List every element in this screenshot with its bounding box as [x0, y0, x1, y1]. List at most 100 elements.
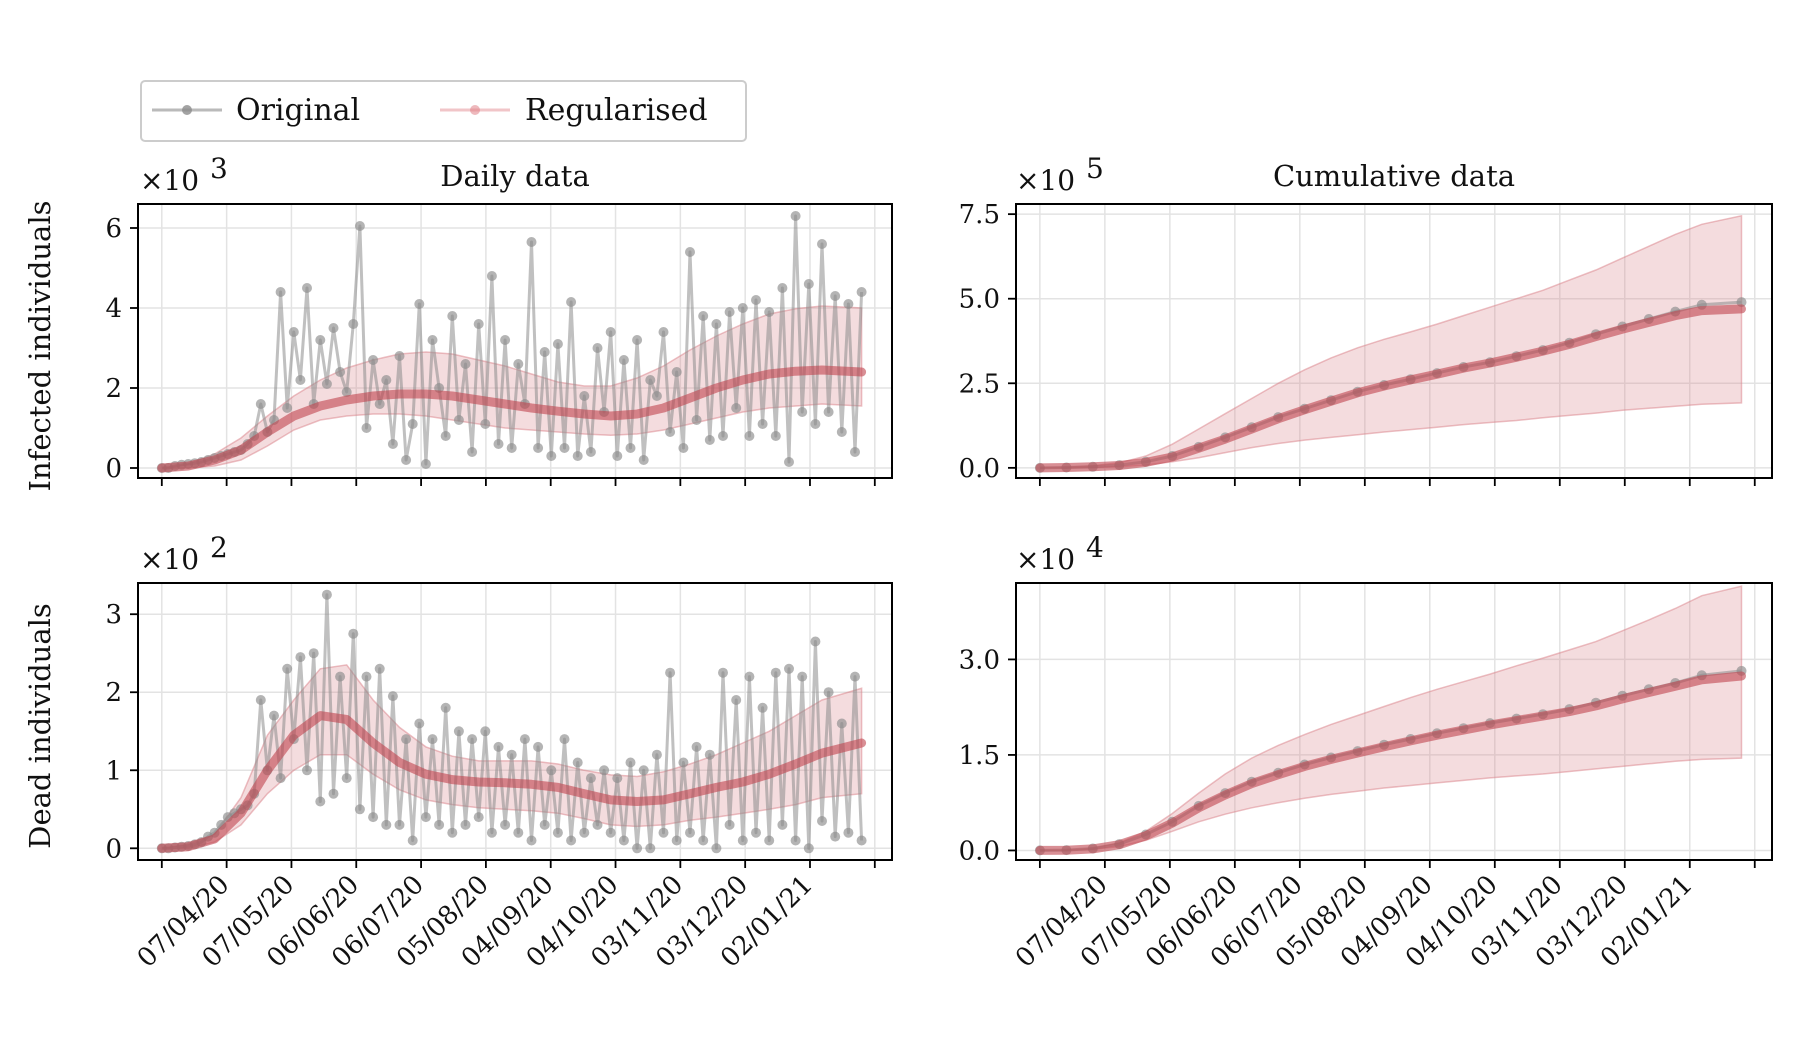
daily-dead-original-point	[784, 663, 794, 674]
daily-dead-original-point	[255, 695, 266, 705]
daily-dead-original-point	[625, 757, 636, 768]
daily-infected-original-point	[546, 451, 557, 461]
daily-dead-original-point	[335, 671, 346, 682]
daily-infected-original-point	[335, 367, 346, 377]
daily-dead-ytick-label: 1	[105, 756, 122, 786]
daily-infected-original-point	[836, 427, 847, 437]
panel-title-cumulative: Cumulative data	[1273, 159, 1515, 193]
daily-dead-original-point	[665, 667, 676, 678]
daily-dead-original-point	[579, 827, 590, 838]
daily-dead-original-point	[354, 804, 365, 815]
daily-infected-original-point	[315, 335, 326, 345]
daily-dead-original-point	[321, 589, 332, 600]
daily-infected-original-point	[685, 247, 695, 257]
daily-dead-original-point	[552, 827, 563, 838]
daily-infected-original-point	[823, 407, 834, 417]
daily-infected-original-point	[539, 347, 550, 357]
daily-infected-original-point	[500, 335, 511, 345]
daily-infected-original-point	[856, 287, 867, 297]
daily-dead-original-point	[420, 812, 431, 823]
daily-infected-original-point	[374, 399, 385, 409]
daily-infected-ytick-label: 2	[105, 374, 122, 404]
daily-infected-original-point	[526, 237, 537, 247]
daily-infected-original-point	[803, 279, 814, 289]
daily-infected-original-point	[585, 447, 596, 457]
daily-infected-original-point	[704, 435, 715, 445]
daily-dead-original-point	[678, 757, 689, 768]
panel-daily-dead: 012307/04/2007/05/2006/06/2006/07/2005/0…	[23, 531, 893, 974]
daily-infected-original-point	[797, 407, 808, 417]
daily-infected-original-point	[447, 311, 458, 321]
daily-dead-original-point	[368, 812, 379, 823]
daily-infected-original-point	[691, 415, 702, 425]
daily-dead-original-point	[401, 734, 412, 745]
multiplier-base-daily-infected: ×10	[140, 164, 199, 197]
daily-infected-original-point	[737, 303, 748, 313]
cumulative-dead-regularised-line	[1035, 671, 1746, 855]
daily-dead-original-point	[394, 819, 405, 830]
daily-dead-original-point	[473, 812, 484, 823]
daily-infected-original-point	[288, 327, 299, 337]
multiplier-base-daily-dead: ×10	[140, 543, 199, 576]
daily-infected-original-point	[770, 431, 781, 441]
daily-infected-original-point	[638, 455, 649, 465]
daily-infected-original-point	[790, 211, 801, 221]
cumulative-dead-uncertainty-band	[1039, 585, 1743, 852]
daily-infected-original-point	[618, 355, 629, 365]
daily-dead-original-point	[480, 726, 491, 737]
daily-infected-original-point	[671, 367, 682, 377]
daily-dead-original-point	[348, 628, 359, 639]
daily-dead-original-point	[724, 819, 735, 830]
daily-infected-original-point	[777, 283, 788, 293]
daily-infected-original-point	[354, 221, 365, 231]
daily-dead-original-point	[612, 773, 623, 784]
cumulative-infected-uncertainty-band	[1039, 214, 1743, 469]
daily-dead-original-point	[519, 734, 530, 745]
daily-infected-original-point	[632, 335, 643, 345]
daily-dead-regularised-line	[157, 711, 867, 853]
legend-frame	[140, 80, 747, 142]
daily-dead-original-point	[823, 687, 834, 698]
daily-infected-original-point	[533, 443, 544, 453]
daily-infected-original-point	[764, 307, 775, 317]
daily-infected-original-point	[453, 415, 464, 425]
daily-dead-original-point	[427, 734, 438, 745]
cumulative-dead-ytick-label: 3.0	[959, 645, 1000, 675]
daily-dead-original-point	[539, 819, 550, 830]
daily-dead-original-point	[632, 843, 643, 854]
daily-dead-original-point	[341, 773, 352, 784]
daily-infected-original-point	[321, 379, 332, 389]
daily-dead-original-point	[315, 796, 326, 807]
daily-dead-original-point	[737, 835, 748, 846]
daily-dead-original-point	[572, 757, 583, 768]
daily-infected-original-point	[665, 427, 676, 437]
daily-dead-original-point	[651, 749, 662, 760]
daily-infected-original-point	[420, 459, 431, 469]
daily-dead-original-point	[407, 835, 418, 846]
daily-infected-original-point	[467, 447, 478, 457]
daily-infected-original-point	[341, 387, 352, 397]
daily-infected-original-point	[698, 311, 709, 321]
cumulative-infected-ytick-label: 2.5	[959, 369, 1000, 399]
daily-infected-original-point	[559, 443, 570, 453]
daily-dead-original-point	[856, 835, 867, 846]
daily-infected-original-point	[678, 443, 689, 453]
cumulative-infected-ytick-label: 7.5	[959, 200, 1000, 230]
daily-dead-original-point	[559, 734, 570, 745]
panel-cumulative-infected: 0.0 2.5 5.0 7.5 Cumulative data ×10 5	[959, 152, 1773, 486]
legend: Original Regularised	[140, 80, 747, 142]
daily-dead-original-point	[387, 691, 398, 702]
daily-infected-original-point	[579, 391, 590, 401]
daily-dead-original-point	[493, 741, 504, 752]
daily-infected-original-point	[460, 359, 471, 369]
cumulative-infected-ytick-label: 0.0	[959, 454, 1000, 484]
daily-infected-original-point	[744, 431, 755, 441]
daily-infected-original-point	[645, 375, 656, 385]
daily-dead-original-point	[751, 827, 761, 838]
panel-cumulative-dead: 0.01.53.007/04/2007/05/2006/06/2006/07/2…	[959, 531, 1773, 974]
daily-infected-original-point	[718, 431, 728, 441]
daily-infected-original-point	[513, 359, 524, 369]
daily-infected-original-point	[394, 351, 405, 361]
daily-infected-original-point	[275, 287, 286, 297]
daily-dead-original-point	[269, 710, 279, 721]
